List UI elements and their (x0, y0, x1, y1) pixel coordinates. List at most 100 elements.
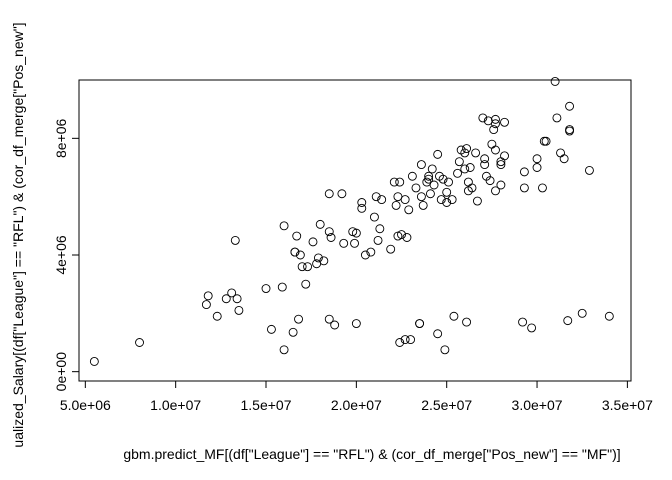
data-point (375, 224, 385, 234)
y-tick-label: 0e+00 (53, 352, 69, 392)
data-point (424, 174, 434, 184)
x-tick-label: 1.5e+07 (241, 397, 292, 413)
data-point (319, 256, 329, 266)
data-point (232, 294, 242, 304)
data-point (337, 189, 347, 199)
data-point (604, 311, 614, 321)
data-point (496, 160, 506, 170)
data-point (371, 192, 381, 202)
data-point (301, 279, 311, 289)
data-point (89, 357, 99, 366)
data-point (433, 329, 443, 339)
data-point (472, 196, 482, 206)
data-point (330, 320, 340, 330)
data-point (266, 324, 276, 334)
data-point (397, 230, 406, 240)
y-tick-label: 4e+06 (53, 235, 69, 275)
data-point (429, 180, 439, 190)
data-point (527, 323, 537, 333)
data-point (491, 186, 500, 196)
data-point (565, 101, 575, 111)
plot-frame (78, 79, 632, 382)
data-point (447, 195, 457, 205)
data-point (308, 237, 318, 247)
data-point (480, 154, 490, 164)
data-point (303, 262, 313, 272)
data-point (395, 338, 405, 347)
x-tick-label: 5.0e+06 (60, 397, 111, 413)
data-point (463, 177, 473, 187)
data-point (315, 219, 325, 229)
x-tick-label: 1.0e+07 (150, 397, 201, 413)
data-point (485, 176, 495, 186)
data-point (324, 227, 334, 237)
data-point (500, 151, 509, 161)
data-point (290, 247, 300, 257)
data-point (201, 300, 211, 310)
data-point (538, 183, 547, 193)
data-point (487, 139, 497, 149)
data-point (563, 316, 573, 326)
data-point (326, 233, 336, 242)
data-point (366, 247, 376, 257)
data-point (467, 183, 477, 193)
data-point (556, 148, 565, 158)
data-point (577, 308, 587, 318)
data-point (351, 319, 361, 328)
data-point (411, 183, 421, 193)
y-axis-label: ualized_Salary[(df["League"] == "RFL") &… (10, 22, 26, 447)
data-point (212, 311, 222, 321)
data-point (449, 311, 459, 321)
data-point (462, 317, 472, 327)
data-point (491, 145, 500, 155)
data-point (519, 183, 529, 193)
data-point (471, 148, 481, 158)
data-point (444, 177, 453, 187)
data-point (541, 136, 551, 146)
data-point (460, 164, 470, 174)
data-point (427, 164, 437, 174)
data-point (279, 221, 289, 231)
data-point (386, 244, 396, 254)
data-point (559, 154, 569, 164)
data-point (389, 177, 399, 187)
data-point (402, 233, 412, 242)
data-point (491, 119, 500, 129)
x-tick-label: 2.5e+07 (421, 397, 472, 413)
data-point (351, 228, 361, 238)
y-tick-label: 8e+06 (53, 118, 69, 158)
data-point (532, 163, 542, 172)
data-point (294, 314, 303, 324)
data-point (360, 250, 370, 260)
data-point (357, 203, 367, 213)
data-point (454, 157, 464, 167)
data-point (279, 345, 289, 355)
data-point (480, 160, 490, 170)
x-tick-label: 3.0e+07 (512, 397, 563, 413)
data-point (221, 294, 231, 304)
data-point (350, 238, 359, 248)
data-point (491, 114, 500, 124)
data-points (89, 77, 614, 366)
data-point (500, 117, 509, 127)
data-point (400, 195, 410, 205)
data-point (373, 235, 383, 245)
data-point (418, 200, 428, 210)
x-axis-label: gbm.predict_MF[(df["League"] == "RFL") &… (123, 446, 620, 462)
data-point (369, 212, 379, 222)
data-point (424, 171, 434, 181)
x-tick-label: 2.0e+07 (331, 397, 382, 413)
data-point (465, 163, 475, 172)
data-point (324, 314, 334, 324)
data-point (489, 125, 499, 135)
data-point (261, 284, 271, 293)
data-point (135, 338, 144, 347)
data-point (496, 180, 506, 190)
data-point (552, 113, 562, 123)
data-point (297, 262, 307, 272)
data-point (519, 167, 529, 177)
data-point (357, 198, 367, 207)
data-point (440, 345, 450, 355)
data-point (436, 195, 446, 205)
data-point (462, 144, 472, 153)
